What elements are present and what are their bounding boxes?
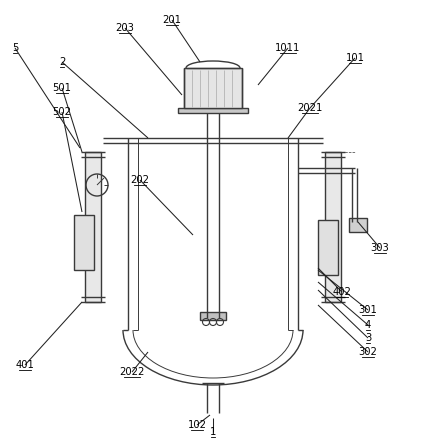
Text: 301: 301 xyxy=(359,305,377,315)
Bar xyxy=(200,312,226,320)
Text: 402: 402 xyxy=(333,287,351,297)
Bar xyxy=(184,68,242,108)
Text: 302: 302 xyxy=(359,347,377,357)
Bar xyxy=(74,215,94,270)
Text: 1011: 1011 xyxy=(275,43,301,53)
Bar xyxy=(85,152,101,302)
Text: 303: 303 xyxy=(371,243,389,253)
Bar xyxy=(178,108,248,113)
Text: 2022: 2022 xyxy=(119,367,145,377)
Text: 3: 3 xyxy=(365,333,371,343)
Text: 401: 401 xyxy=(16,360,35,370)
Text: 101: 101 xyxy=(345,53,365,63)
Bar xyxy=(318,220,338,275)
Bar xyxy=(325,152,341,302)
Text: 1: 1 xyxy=(210,427,216,437)
Text: 2: 2 xyxy=(59,57,65,67)
Text: 102: 102 xyxy=(187,420,207,430)
Text: 202: 202 xyxy=(130,175,150,185)
Text: 203: 203 xyxy=(115,23,135,33)
Text: 2021: 2021 xyxy=(297,103,322,113)
Text: 502: 502 xyxy=(52,107,72,117)
Bar xyxy=(349,218,367,232)
Text: 5: 5 xyxy=(12,43,18,53)
Text: 201: 201 xyxy=(162,15,181,25)
Text: 4: 4 xyxy=(365,320,371,330)
Text: 501: 501 xyxy=(52,83,72,93)
